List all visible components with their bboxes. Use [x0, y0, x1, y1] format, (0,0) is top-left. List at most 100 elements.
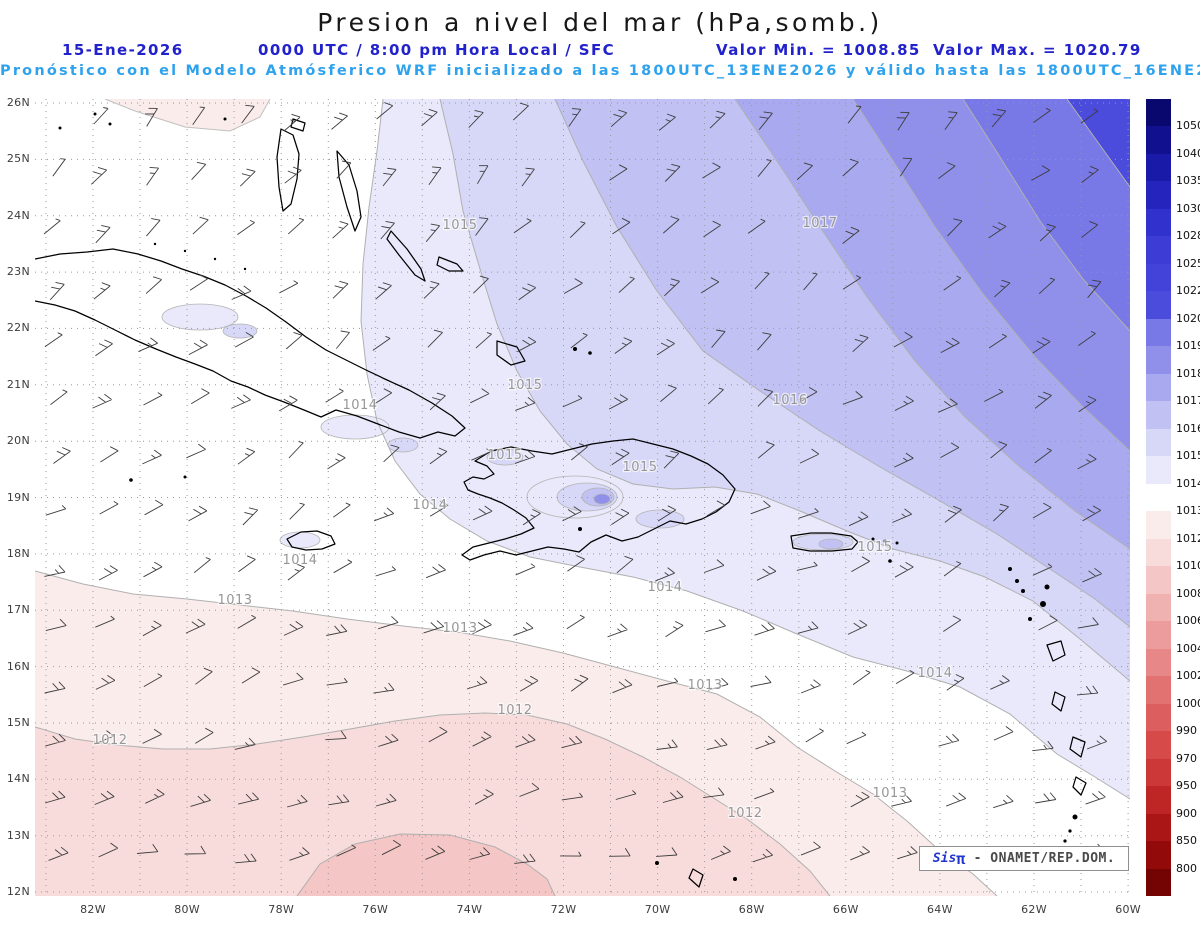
coastline	[1072, 776, 1087, 796]
lat-tick-label: 26N	[6, 96, 30, 109]
colorbar-label: 1025	[1176, 256, 1200, 270]
island-dot	[1063, 839, 1067, 843]
island-dot	[183, 475, 187, 479]
island-dot	[183, 249, 187, 253]
colorbar-segment	[1146, 126, 1171, 154]
colorbar-segment	[1146, 841, 1171, 869]
isobar-label: 1014	[917, 666, 952, 681]
chart-title: Presion a nivel del mar (hPa,somb.)	[317, 8, 883, 37]
lat-tick-label: 16N	[6, 659, 30, 673]
lat-axis: 26N 25N 24N 23N 22N 21N 20N 19N 18N 17N 16N 15N 14N 1…	[0, 0, 32, 927]
isobar-line-1012	[35, 712, 831, 896]
island-dot	[1040, 601, 1046, 607]
coastline	[496, 340, 526, 366]
coastline	[1051, 691, 1066, 712]
colorbar-segment	[1146, 99, 1171, 127]
lat-tick-label: 20N	[6, 434, 30, 448]
colorbar-label: 1017	[1176, 394, 1200, 408]
isobar-label: 1012	[92, 733, 127, 748]
isobar-label: 1014	[647, 580, 682, 595]
pressure-spot	[387, 437, 419, 453]
colorbar-segment	[1146, 208, 1171, 237]
isobar-line-1016	[554, 99, 1130, 628]
island-dot	[93, 112, 97, 116]
logo-org-text: - ONAMET/REP.DOM.	[965, 851, 1116, 866]
island-dot	[895, 541, 899, 545]
isobar-label: 1013	[872, 786, 907, 801]
colorbar-label: 1019	[1176, 339, 1200, 353]
lat-tick-label: 14N	[6, 772, 30, 786]
isobar-line-1015	[439, 99, 1130, 682]
colorbar-label: 1006	[1176, 614, 1200, 628]
island-dot	[588, 351, 592, 355]
colorbar-segment	[1146, 263, 1171, 292]
island-dot	[573, 347, 577, 351]
lat-tick-label: 23N	[6, 265, 30, 279]
coastline	[1046, 640, 1066, 662]
coastline	[386, 230, 426, 282]
island-dot	[213, 257, 217, 261]
valid-date: 15-Ene-2026	[62, 41, 184, 59]
logo-pi-symbol: π	[956, 849, 966, 868]
island-dot	[1072, 814, 1078, 820]
isobar-label: 1014	[342, 398, 377, 413]
island-dot	[129, 478, 133, 482]
lat-tick-label: 25N	[6, 152, 30, 166]
island-dot	[883, 539, 887, 543]
lat-tick-label: 13N	[6, 828, 30, 842]
island-dot	[871, 537, 875, 541]
colorbar-segment	[1146, 703, 1171, 732]
isobar-label: 1015	[487, 448, 522, 463]
colorbar-label: 1030	[1176, 201, 1200, 215]
isobar-line-nw	[104, 99, 271, 132]
valid-time: 0000 UTC / 8:00 pm Hora Local / SFC	[258, 41, 616, 59]
colorbar-segment	[1146, 676, 1171, 704]
colorbar-label: 1040	[1176, 146, 1200, 160]
island-dot	[733, 877, 737, 881]
island-dot	[1068, 829, 1072, 833]
lat-tick-label: 18N	[6, 546, 30, 560]
isobar-line-1020	[1066, 99, 1130, 188]
isobar-label: 1016	[772, 393, 807, 408]
lat-tick-label: 17N	[6, 603, 30, 617]
colorbar-label: 950	[1176, 779, 1197, 793]
pressure-low-blob	[297, 834, 555, 896]
grid-lines	[35, 99, 1130, 896]
coastline	[436, 256, 464, 272]
pressure-nw-patch	[105, 99, 270, 131]
colorbar-label: 1035	[1176, 174, 1200, 188]
pressure-spot	[593, 493, 611, 505]
isobar-label: 1013	[217, 593, 252, 608]
colorbar	[1146, 99, 1171, 897]
isobar-label: 1012	[497, 703, 532, 718]
colorbar-segment	[1146, 868, 1171, 897]
island-dot	[1015, 579, 1019, 583]
colorbar-label: 1002	[1176, 669, 1200, 683]
colorbar-segment	[1146, 428, 1171, 457]
lat-tick-label: 22N	[6, 321, 30, 335]
isobar-line-1018	[852, 99, 1130, 452]
colorbar-segment	[1146, 813, 1171, 842]
colorbar-label: 1020	[1176, 311, 1200, 325]
lon-tick-label: 70W	[644, 903, 671, 916]
lon-tick-label: 82W	[80, 903, 106, 916]
coastline	[276, 128, 300, 212]
island-dot	[1028, 617, 1032, 621]
colorbar-segment	[1146, 181, 1171, 209]
island-dot	[223, 117, 227, 121]
colorbar-segment	[1146, 318, 1171, 347]
colorbar-segment	[1146, 731, 1171, 759]
lat-tick-label: 19N	[6, 490, 30, 504]
colorbar-segment	[1146, 153, 1171, 182]
colorbar-segment	[1146, 538, 1171, 567]
island-dot	[1044, 584, 1050, 590]
coastline	[35, 248, 466, 439]
colorbar-label: 800	[1176, 861, 1197, 875]
lon-tick-label: 80W	[174, 903, 200, 916]
pressure-spot	[279, 531, 321, 549]
lon-tick-label: 62W	[1021, 903, 1047, 916]
colorbar-segment	[1146, 346, 1171, 374]
island-dot	[1008, 567, 1012, 571]
colorbar-segment	[1146, 291, 1171, 319]
colorbar-labels: 1050 1040 1035 1030 1028 1025 1022 1020 1019 1018…	[1176, 0, 1200, 927]
